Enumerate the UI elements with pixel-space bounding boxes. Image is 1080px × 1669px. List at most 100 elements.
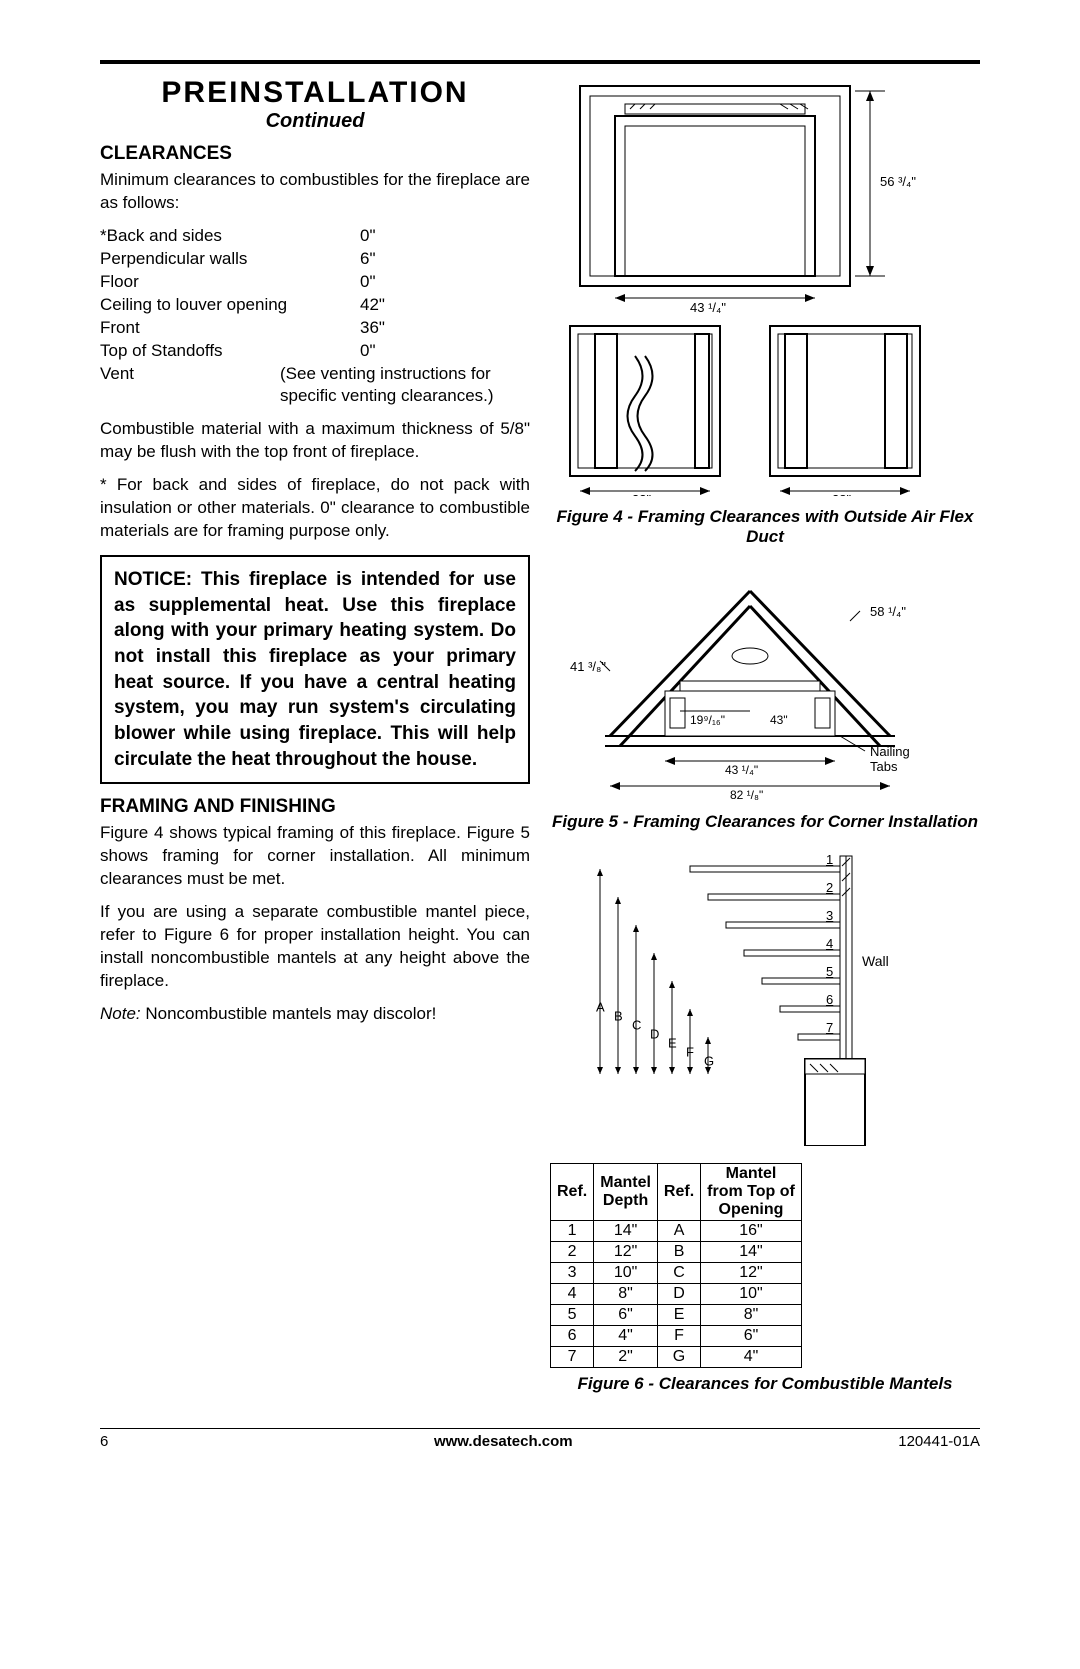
figure5-caption: Figure 5 - Framing Clearances for Corner…	[550, 812, 980, 832]
table-cell: 6"	[594, 1305, 658, 1326]
clr-vent-label: Vent	[100, 363, 280, 409]
right-column: 56 ³/₄" 43 ¹/₄" 33"	[550, 76, 980, 1408]
table-row: Vent(See venting instructions for specif…	[100, 363, 530, 409]
svg-text:C: C	[632, 1018, 641, 1033]
framing-note: Note: Noncombustible mantels may discolo…	[100, 1003, 530, 1026]
fig6-wall-label: Wall	[862, 953, 889, 969]
table-cell: 4"	[701, 1347, 802, 1368]
th-opening: Mantelfrom Top ofOpening	[701, 1164, 802, 1221]
clr-value: 0"	[360, 271, 376, 294]
fig4-height: 56 ³/₄"	[880, 174, 916, 189]
fig4-width: 43 ¹/₄"	[690, 300, 726, 315]
fig5-dim-center: 19⁹/₁₆"	[690, 713, 725, 727]
table-cell: B	[657, 1242, 700, 1263]
table-cell: 5	[551, 1305, 594, 1326]
table-cell: 6"	[701, 1326, 802, 1347]
table-row: 114"A16"	[551, 1221, 802, 1242]
table-cell: 2"	[594, 1347, 658, 1368]
table-row: 56"E8"	[551, 1305, 802, 1326]
note-text: Noncombustible mantels may discolor!	[141, 1004, 437, 1023]
footer-url: www.desatech.com	[434, 1433, 573, 1450]
svg-text:G: G	[704, 1054, 714, 1069]
table-cell: 4"	[594, 1326, 658, 1347]
table-row: Perpendicular walls6"	[100, 248, 530, 271]
table-cell: 14"	[701, 1242, 802, 1263]
fig5-dim-base: 82 ¹/₈"	[730, 788, 763, 801]
clr-value: 36"	[360, 317, 385, 340]
svg-text:5: 5	[826, 964, 833, 979]
fig5-nailing-tabs-2: Tabs	[870, 759, 898, 774]
fig4-side1-width: 33"	[632, 492, 651, 496]
clearances-heading: CLEARANCES	[100, 143, 530, 165]
table-cell: F	[657, 1326, 700, 1347]
clr-vent-value: (See venting instructions for specific v…	[280, 363, 530, 409]
clr-label: Perpendicular walls	[100, 248, 360, 271]
svg-text:E: E	[668, 1036, 677, 1051]
svg-text:7: 7	[826, 1020, 833, 1035]
clr-value: 42"	[360, 294, 385, 317]
clr-label: Front	[100, 317, 360, 340]
main-columns: PREINSTALLATION Continued CLEARANCES Min…	[100, 76, 980, 1408]
clr-label: *Back and sides	[100, 225, 360, 248]
figure5-diagram: 41 ³/₈" 58 ¹/₄" Nailing Tabs 19⁹/₁₆" 43"…	[550, 561, 950, 801]
table-row: 72"G4"	[551, 1347, 802, 1368]
clearance-para2: * For back and sides of fireplace, do no…	[100, 474, 530, 543]
svg-text:2: 2	[826, 880, 833, 895]
table-cell: E	[657, 1305, 700, 1326]
clr-value: 0"	[360, 340, 376, 363]
figure6-diagram: Wall 1234567 ABCDEFG	[550, 846, 950, 1146]
left-column: PREINSTALLATION Continued CLEARANCES Min…	[100, 76, 530, 1408]
table-cell: 8"	[701, 1305, 802, 1326]
table-cell: 1	[551, 1221, 594, 1242]
figure4-caption: Figure 4 - Framing Clearances with Outsi…	[550, 507, 980, 547]
svg-text:1: 1	[826, 852, 833, 867]
continued-label: Continued	[100, 110, 530, 133]
note-label: Note:	[100, 1004, 141, 1023]
table-row: 64"F6"	[551, 1326, 802, 1347]
table-cell: 3	[551, 1263, 594, 1284]
page-footer: 6 www.desatech.com 120441-01A	[100, 1428, 980, 1450]
table-cell: D	[657, 1284, 700, 1305]
table-cell: 2	[551, 1242, 594, 1263]
table-cell: 10"	[594, 1263, 658, 1284]
notice-text: NOTICE: This fireplace is intended for u…	[114, 567, 516, 772]
table-row: 212"B14"	[551, 1242, 802, 1263]
table-cell: 10"	[701, 1284, 802, 1305]
clr-label: Top of Standoffs	[100, 340, 360, 363]
table-cell: 16"	[701, 1221, 802, 1242]
table-row: Ceiling to louver opening42"	[100, 294, 530, 317]
clr-label: Ceiling to louver opening	[100, 294, 360, 317]
table-cell: 6	[551, 1326, 594, 1347]
svg-text:B: B	[614, 1009, 623, 1024]
top-rule	[100, 60, 980, 64]
table-cell: 12"	[594, 1242, 658, 1263]
table-row: 310"C12"	[551, 1263, 802, 1284]
clr-value: 0"	[360, 225, 376, 248]
fig5-nailing-tabs-1: Nailing	[870, 744, 910, 759]
figure4-diagram: 56 ³/₄" 43 ¹/₄" 33"	[550, 76, 950, 496]
svg-text:D: D	[650, 1027, 659, 1042]
framing-p2: If you are using a separate combustible …	[100, 901, 530, 993]
table-cell: 4	[551, 1284, 594, 1305]
th-ref: Ref.	[551, 1164, 594, 1221]
table-cell: A	[657, 1221, 700, 1242]
table-row: Top of Standoffs0"	[100, 340, 530, 363]
clearances-intro: Minimum clearances to combustibles for t…	[100, 169, 530, 215]
th-depth: MantelDepth	[594, 1164, 658, 1221]
clr-label: Floor	[100, 271, 360, 294]
mantel-table: Ref. MantelDepth Ref. Mantelfrom Top ofO…	[550, 1163, 802, 1368]
table-row: 48"D10"	[551, 1284, 802, 1305]
fig4-side2-width: 28"	[832, 492, 851, 496]
fig5-dim-43q: 43 ¹/₄"	[725, 763, 758, 777]
clr-value: 6"	[360, 248, 376, 271]
footer-page: 6	[100, 1433, 108, 1450]
framing-p1: Figure 4 shows typical framing of this f…	[100, 822, 530, 891]
table-cell: 7	[551, 1347, 594, 1368]
svg-text:F: F	[686, 1045, 694, 1060]
table-cell: 8"	[594, 1284, 658, 1305]
fig5-dim-43: 43"	[770, 713, 788, 727]
page-title: PREINSTALLATION	[100, 76, 530, 110]
figure6-caption: Figure 6 - Clearances for Combustible Ma…	[550, 1374, 980, 1394]
svg-text:3: 3	[826, 908, 833, 923]
table-cell: G	[657, 1347, 700, 1368]
